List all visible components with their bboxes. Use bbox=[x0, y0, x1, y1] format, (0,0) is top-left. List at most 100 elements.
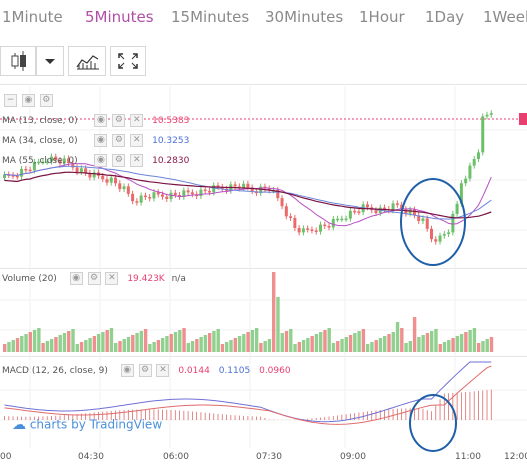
candle-body bbox=[122, 186, 126, 190]
chart-type-dropdown[interactable] bbox=[36, 46, 64, 76]
chart-type-button[interactable] bbox=[0, 46, 36, 76]
candle-body bbox=[152, 192, 156, 199]
candle-body bbox=[114, 177, 118, 184]
candle-body bbox=[41, 161, 45, 164]
volume-bar bbox=[62, 333, 67, 352]
settings-icon[interactable]: ⚙ bbox=[112, 134, 126, 147]
legend-volume: Volume (20) ◉ ⚙ ✕ 19.423K n/a bbox=[2, 272, 186, 288]
volume-bar bbox=[101, 332, 105, 352]
fullscreen-button[interactable] bbox=[110, 46, 146, 76]
candle-body bbox=[156, 192, 160, 195]
candle-body bbox=[395, 203, 399, 205]
candle-body bbox=[67, 158, 71, 163]
candle-body bbox=[11, 175, 15, 177]
candle-body bbox=[212, 185, 216, 193]
eye-icon[interactable]: ◉ bbox=[94, 154, 108, 167]
volume-bar bbox=[306, 338, 310, 352]
close-icon[interactable]: ✕ bbox=[105, 272, 119, 285]
volume-bar bbox=[216, 329, 220, 352]
volume-bar bbox=[318, 332, 323, 352]
volume-bar bbox=[67, 331, 71, 352]
volume-label: Volume (20) bbox=[2, 273, 57, 284]
volume-bar bbox=[242, 334, 246, 352]
candle-body bbox=[118, 183, 122, 190]
collapse-button[interactable]: − bbox=[4, 94, 17, 107]
settings-icon[interactable]: ⚙ bbox=[112, 154, 126, 167]
settings-icon[interactable]: ⚙ bbox=[87, 272, 101, 285]
volume-bar bbox=[139, 331, 144, 352]
annotation-circle-price bbox=[400, 178, 466, 266]
volume-bar bbox=[114, 343, 118, 352]
x-axis-label: 00 bbox=[0, 452, 12, 462]
indicators-button[interactable] bbox=[68, 46, 106, 76]
eye-icon[interactable]: ◉ bbox=[94, 114, 108, 127]
macd-value-1: 0.0144 bbox=[178, 365, 210, 376]
volume-bar bbox=[340, 339, 344, 352]
ma55-line bbox=[4, 171, 492, 219]
candle-body bbox=[37, 161, 41, 164]
volume-bar bbox=[391, 332, 395, 352]
pane-controls-row: − ◉ ⚙ bbox=[2, 94, 53, 110]
tab-30minutes[interactable]: 30Minutes bbox=[265, 8, 344, 26]
tab-1minute[interactable]: 1Minute bbox=[2, 8, 63, 26]
volume-bar bbox=[195, 339, 199, 352]
volume-bar bbox=[263, 341, 267, 352]
volume-bar bbox=[182, 328, 186, 352]
volume-bar bbox=[229, 340, 233, 352]
volume-bar bbox=[122, 339, 126, 352]
eye-icon[interactable]: ◉ bbox=[69, 272, 83, 285]
tab-5minutes[interactable]: 5Minutes bbox=[85, 8, 154, 26]
close-icon[interactable]: ✕ bbox=[130, 154, 144, 167]
signal-line bbox=[4, 365, 492, 425]
candle-body bbox=[442, 234, 446, 236]
candle-body bbox=[71, 162, 75, 168]
close-icon[interactable]: ✕ bbox=[156, 364, 170, 377]
candle-body bbox=[476, 152, 480, 159]
candle-body bbox=[101, 175, 105, 180]
volume-bar bbox=[126, 337, 131, 352]
eye-icon[interactable]: ◉ bbox=[94, 134, 108, 147]
volume-bar bbox=[481, 341, 485, 352]
settings-icon[interactable]: ⚙ bbox=[112, 114, 126, 127]
candle-body bbox=[182, 190, 186, 197]
indicators-icon bbox=[76, 55, 99, 70]
candle-body bbox=[54, 156, 58, 160]
eye-icon[interactable]: ◉ bbox=[120, 364, 134, 377]
candle-body bbox=[126, 186, 130, 194]
volume-bar bbox=[190, 341, 195, 352]
tab-15minutes[interactable]: 15Minutes bbox=[171, 8, 250, 26]
ma13-label: MA (13, close, 0) bbox=[2, 115, 78, 126]
candle-body bbox=[323, 224, 327, 227]
tab-1hour[interactable]: 1Hour bbox=[359, 8, 405, 26]
candle-body bbox=[472, 159, 476, 166]
settings-icon[interactable]: ⚙ bbox=[138, 364, 152, 377]
volume-bar bbox=[7, 342, 11, 352]
tab-1week[interactable]: 1Week bbox=[483, 8, 527, 26]
close-icon[interactable]: ✕ bbox=[130, 134, 144, 147]
candle-body bbox=[15, 175, 19, 178]
candle-body bbox=[199, 189, 203, 197]
volume-bar bbox=[84, 340, 88, 352]
candle-body bbox=[28, 169, 32, 172]
volume-bar bbox=[220, 344, 225, 352]
volume-bar bbox=[225, 342, 229, 352]
volume-bar bbox=[148, 344, 152, 352]
pane-divider-volume bbox=[0, 268, 527, 269]
close-icon[interactable]: ✕ bbox=[130, 114, 144, 127]
candle-body bbox=[353, 210, 357, 213]
volume-bar bbox=[135, 333, 139, 352]
last-price-tag bbox=[519, 113, 527, 125]
settings-icon[interactable]: ⚙ bbox=[39, 94, 53, 107]
tradingview-watermark[interactable]: ☁ charts by TradingView bbox=[12, 417, 162, 433]
tab-1day[interactable]: 1Day bbox=[425, 8, 465, 26]
candle-body bbox=[58, 160, 62, 164]
volume-bar bbox=[259, 343, 263, 352]
volume-bar bbox=[28, 332, 33, 352]
candle-body bbox=[173, 192, 177, 195]
timeframe-tabs: 1Minute 5Minutes 15Minutes 30Minutes 1Ho… bbox=[0, 0, 527, 40]
eye-icon[interactable]: ◉ bbox=[21, 94, 35, 107]
volume-bar bbox=[387, 334, 391, 352]
volume-bar bbox=[233, 338, 237, 352]
candle-body bbox=[49, 156, 53, 162]
